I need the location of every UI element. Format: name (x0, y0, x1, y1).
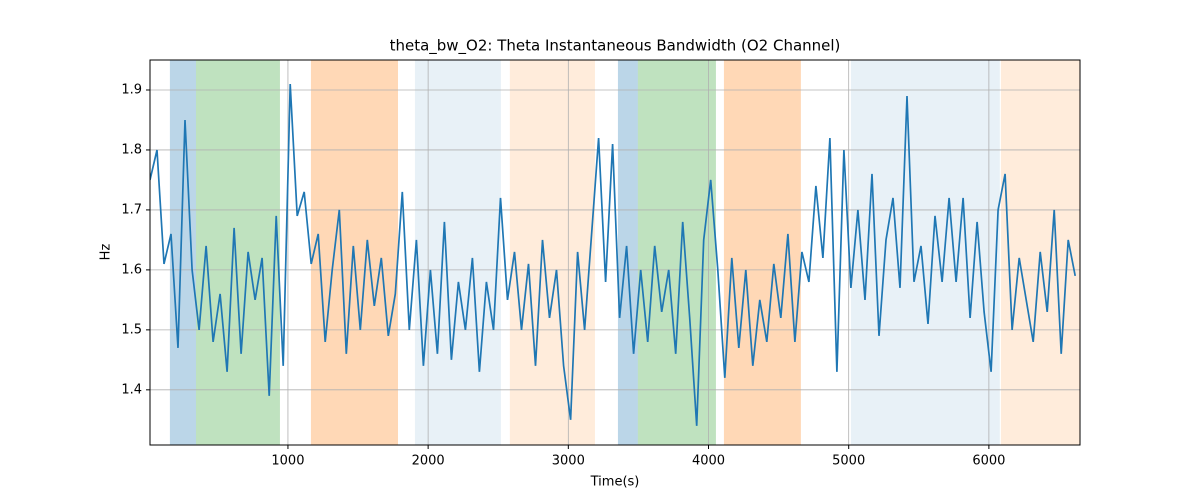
y-tick-label: 1.5 (121, 322, 142, 337)
x-tick-label: 2000 (412, 454, 445, 469)
shaded-region (509, 60, 595, 445)
shaded-region (723, 60, 801, 445)
shaded-region (195, 60, 280, 445)
y-tick-label: 1.4 (121, 382, 142, 397)
x-tick-label: 4000 (692, 454, 725, 469)
x-axis-label: Time(s) (590, 475, 640, 490)
data-line (150, 83, 1077, 426)
shaded-region (617, 60, 638, 445)
y-tick-label: 1.8 (121, 142, 142, 157)
plot-area: 1000 2000 3000 4000 5000 6000 1.4 1.5 1.6 1.7 1.8 1… (121, 59, 1081, 469)
y-axis-label: Hz (99, 244, 114, 261)
plot-frame (149, 59, 1081, 446)
x-tick-label: 5000 (832, 454, 865, 469)
shaded-region (850, 60, 1000, 445)
shaded-region (637, 60, 716, 445)
y-tick-label: 1.6 (121, 262, 142, 277)
x-tick-label: 6000 (972, 454, 1005, 469)
y-tick-label: 1.9 (121, 82, 142, 97)
y-tick-label: 1.7 (121, 202, 142, 217)
shaded-region (414, 60, 501, 445)
x-tick-label: 3000 (552, 454, 585, 469)
chart-title: theta_bw_O2: Theta Instantaneous Bandwid… (390, 37, 841, 56)
x-tick-label: 1000 (271, 454, 304, 469)
